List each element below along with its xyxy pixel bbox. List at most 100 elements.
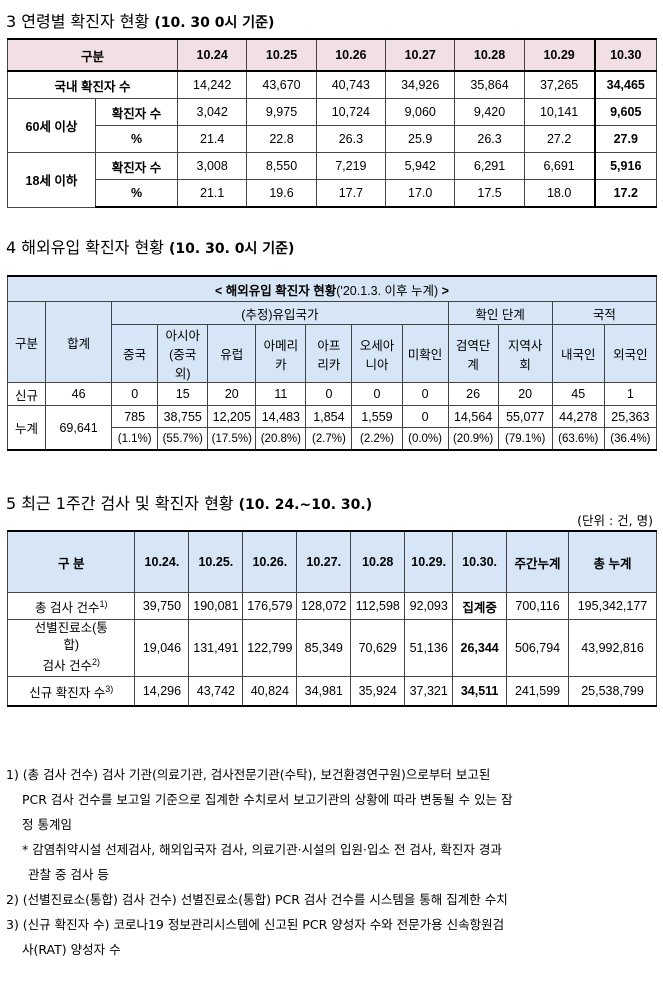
section-title-text: 최근 1주간 검사 및 확진자 현황	[21, 494, 234, 513]
table-cell: 26	[447, 382, 499, 406]
caption-period: ('20.1.3. 이후 누계)	[336, 283, 439, 298]
table-cell: 0	[401, 405, 449, 428]
footnote-ref: 3)	[105, 683, 114, 694]
table-cell: 506,794	[506, 619, 569, 677]
table-cell: 17.5	[454, 179, 525, 208]
caption-end: >	[441, 283, 449, 298]
table-cell: 9,975	[246, 98, 317, 126]
table-header-row: 중국 아시아 (중국 외) 유럽 아메리 카 아프 리카 오세아 니아 미확인 …	[8, 324, 658, 383]
table-cell: 9,060	[385, 98, 456, 126]
row-label: %	[95, 125, 178, 153]
table-row: % 21.1 19.6 17.7 17.0 17.5 18.0 17.2	[8, 179, 657, 208]
table-cell: 25,538,799	[568, 676, 657, 707]
table-cell: 131,491	[188, 619, 244, 677]
table-cell: 26,344	[452, 619, 508, 677]
table-row: 선별진료소(통 합) 검사 건수2) 19,046 131,491 122,79…	[6, 619, 657, 677]
table-cell: 37,265	[523, 70, 596, 99]
table-cell: 43,992,816	[568, 619, 657, 677]
imported-cases-table: < 해외유입 확진자 현황('20.1.3. 이후 누계) > 구분 합계 (추…	[6, 275, 658, 451]
header-cell: 내국인	[551, 324, 605, 383]
header-cell: 구분	[7, 38, 178, 72]
table-cell: 11	[255, 382, 307, 406]
table-cell: 0	[111, 382, 159, 406]
table-cell: 25.9	[385, 125, 456, 153]
table-cell: 27.2	[523, 125, 596, 153]
header-cell: 10.30.	[452, 530, 508, 593]
header-cell: 10.29	[523, 38, 596, 72]
header-cell: 검역단 계	[447, 324, 499, 383]
section-number: 4	[6, 238, 17, 257]
unit-label: (단위 : 건, 명)	[577, 513, 653, 528]
footnote-3-cont: 사(RAT) 양성자 수	[22, 942, 121, 957]
header-cell: 주간누계	[506, 530, 569, 593]
table-cell: 21.4	[176, 125, 248, 153]
table-cell: 12,205	[207, 405, 257, 428]
table-cell: 700,116	[506, 592, 569, 620]
table-cell: (2.7%)	[305, 427, 353, 451]
header-cell: 오세아 니아	[351, 324, 403, 383]
table-cell: 85,349	[296, 619, 352, 677]
footnote-1-detail: * 감염취약시설 선제검사, 해외입국자 검사, 의료기관·시설의 입원·입소 …	[22, 842, 502, 857]
table-cell: 26.3	[454, 125, 525, 153]
table-cell: 34,926	[385, 70, 456, 99]
header-cell: 10.25.	[188, 530, 244, 593]
table-cell: 45	[551, 382, 605, 406]
age-confirmed-table: 구분 10.24 10.25 10.26 10.27 10.28 10.29 1…	[7, 38, 657, 208]
table-cell: 6,691	[523, 152, 596, 180]
footnote-ref: 1)	[99, 598, 108, 609]
table-cell: 35,924	[350, 676, 406, 707]
header-group: 확인 단계	[447, 301, 553, 325]
header-cell: 아프 리카	[305, 324, 353, 383]
table-cell: 43,742	[188, 676, 244, 707]
table-cell: 5,942	[385, 152, 456, 180]
header-cell: 10.29.	[404, 530, 454, 593]
table-cell: 18.0	[523, 179, 596, 208]
section-title-text: 해외유입 확진자 현황	[21, 238, 164, 257]
header-cell: 구분	[6, 301, 47, 383]
table-cell: (0.0%)	[401, 427, 449, 451]
table-cell: 46	[45, 382, 113, 406]
header-cell: 10.28	[350, 530, 406, 593]
section-number: 3	[6, 12, 17, 31]
table-cell: 19.6	[246, 179, 317, 208]
table-cell: 27.9	[593, 125, 657, 153]
table-cell: 14,564	[447, 405, 499, 428]
table-cell: 15	[157, 382, 209, 406]
table-cell: 26.3	[315, 125, 387, 153]
footnote-1-detail-cont: 관찰 중 검사 등	[28, 867, 109, 882]
weekly-test-table: 구 분 10.24. 10.25. 10.26. 10.27. 10.28 10…	[6, 530, 657, 707]
row-label: 총 검사 건수1)	[6, 592, 136, 620]
table-cell: 70,629	[350, 619, 406, 677]
header-cell: 미확인	[401, 324, 449, 383]
table-row: 18세 이하 확진자 수 3,008 8,550 7,219 5,942 6,2…	[7, 152, 657, 208]
table-cell: 1,559	[351, 405, 403, 428]
table-row: 누계 69,641 785 38,755 12,205 14,483 1,854…	[6, 405, 658, 451]
table-cell: (36.4%)	[603, 427, 658, 451]
section-basis: (10. 30. 0시 기준)	[169, 241, 295, 257]
section-basis: (10. 24.~10. 30.)	[238, 497, 373, 513]
table-cell: 69,641	[45, 405, 113, 451]
table-cell: 38,755	[157, 405, 209, 428]
table-cell: 집계중	[452, 592, 508, 620]
header-cell: 지역사 회	[497, 324, 553, 383]
section-3-title: 3 연령별 확진자 현황 (10. 30 0시 기준)	[6, 8, 274, 32]
header-cell: 10.30	[593, 38, 657, 72]
header-cell: 10.25	[246, 38, 317, 72]
table-row: 총 검사 건수1) 39,750 190,081 176,579 128,072…	[6, 592, 657, 620]
table-cell: 17.2	[593, 179, 657, 208]
row-label-text: 검사 건수	[42, 659, 92, 674]
table-cell: 20	[497, 382, 553, 406]
header-cell: 합계	[45, 301, 113, 383]
table-cell: (20.8%)	[255, 427, 307, 451]
table-cell: 43,670	[246, 70, 317, 99]
table-cell: 3,008	[176, 152, 248, 180]
row-label-text: 신규 확진자 수	[29, 685, 106, 700]
header-group: 국적	[551, 301, 658, 325]
table-cell: 17.0	[385, 179, 456, 208]
header-cell: 구 분	[6, 530, 136, 593]
table-cell: 10,141	[523, 98, 596, 126]
table-cell: 0	[305, 382, 353, 406]
table-cell: (79.1%)	[497, 427, 553, 451]
header-cell: 아시아 (중국 외)	[157, 324, 209, 383]
table-cell: 25,363	[603, 405, 658, 428]
